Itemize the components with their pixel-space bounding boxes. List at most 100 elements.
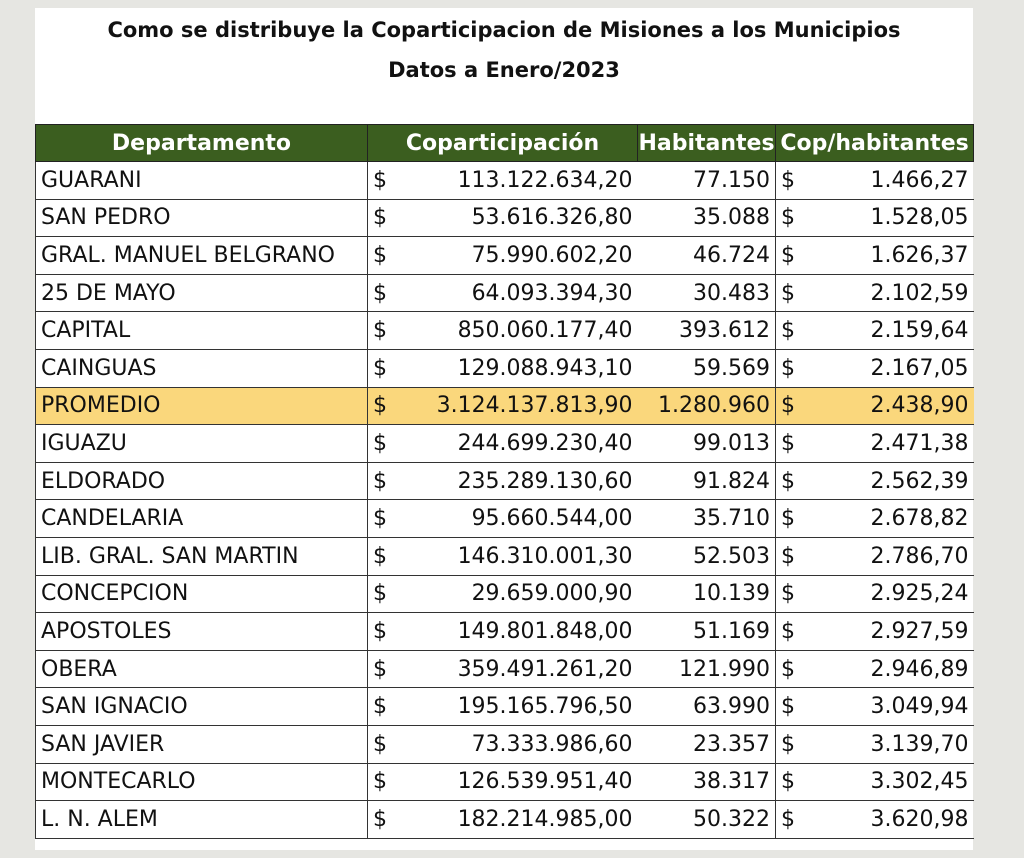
table-row: PROMEDIO $3.124.137.813,90 1.280.960 $2.438… bbox=[35, 386, 974, 426]
department-cell: SAN IGNACIO bbox=[35, 687, 368, 726]
coparticipation-cell: 73.333.986,60 bbox=[400, 724, 638, 764]
coparticipation-cell: 235.289.130,60 bbox=[400, 461, 638, 501]
column-header: Habitantes bbox=[637, 124, 777, 162]
coparticipation-cell: 244.699.230,40 bbox=[400, 424, 638, 463]
table-row: LIB. GRAL. SAN MARTIN $146.310.001,30 52.5… bbox=[35, 536, 974, 576]
column-header: Departamento bbox=[35, 124, 368, 162]
table-row: SAN JAVIER $73.333.986,60 23.357 $3.139,70 bbox=[35, 724, 974, 764]
coparticipation-cell: 195.165.796,50 bbox=[400, 687, 638, 726]
coparticipation-cell: 3.124.137.813,90 bbox=[400, 386, 638, 426]
department-cell: ELDORADO bbox=[35, 461, 368, 501]
population-cell: 99.013 bbox=[637, 424, 777, 463]
per-capita-cell: 1.466,27 bbox=[810, 161, 974, 200]
currency-symbol: $ bbox=[775, 762, 811, 802]
currency-symbol: $ bbox=[775, 499, 811, 538]
subtitle: Datos a Enero/2023 bbox=[388, 58, 620, 82]
department-cell: SAN JAVIER bbox=[35, 724, 368, 764]
table-row: GUARANI $113.122.634,20 77.150 $1.466,27 bbox=[35, 161, 974, 200]
table-row: 25 DE MAYO $64.093.394,30 30.483 $2.102,59 bbox=[35, 273, 974, 313]
per-capita-cell: 2.438,90 bbox=[810, 386, 974, 426]
table: Departamento Coparticipación Habitantes … bbox=[35, 124, 975, 839]
department-cell: CAPITAL bbox=[35, 311, 368, 350]
table-row: MONTECARLO $126.539.951,40 38.317 $3.302,45 bbox=[35, 762, 974, 802]
population-cell: 1.280.960 bbox=[637, 386, 777, 426]
currency-symbol: $ bbox=[367, 612, 401, 651]
population-cell: 91.824 bbox=[637, 461, 777, 501]
currency-symbol: $ bbox=[367, 386, 401, 426]
currency-symbol: $ bbox=[367, 161, 401, 200]
table-row: SAN IGNACIO $195.165.796,50 63.990 $3.049,9… bbox=[35, 687, 974, 726]
population-cell: 38.317 bbox=[637, 762, 777, 802]
department-cell: SAN PEDRO bbox=[35, 198, 368, 238]
department-cell: L. N. ALEM bbox=[35, 800, 368, 839]
currency-symbol: $ bbox=[367, 762, 401, 802]
department-cell: CONCEPCION bbox=[35, 574, 368, 614]
department-cell: IGUAZU bbox=[35, 424, 368, 463]
currency-symbol: $ bbox=[775, 687, 811, 726]
currency-symbol: $ bbox=[775, 424, 811, 463]
table-row: CANDELARIA $95.660.544,00 35.710 $2.678,82 bbox=[35, 499, 974, 538]
per-capita-cell: 2.786,70 bbox=[810, 536, 974, 576]
currency-symbol: $ bbox=[775, 348, 811, 388]
currency-symbol: $ bbox=[367, 499, 401, 538]
currency-symbol: $ bbox=[367, 724, 401, 764]
table-body: GUARANI $113.122.634,20 77.150 $1.466,27 SAN… bbox=[35, 161, 974, 839]
population-cell: 23.357 bbox=[637, 724, 777, 764]
currency-symbol: $ bbox=[367, 800, 401, 839]
table-row: IGUAZU $244.699.230,40 99.013 $2.471,38 bbox=[35, 424, 974, 463]
coparticipation-cell: 129.088.943,10 bbox=[400, 348, 638, 388]
coparticipation-cell: 64.093.394,30 bbox=[400, 273, 638, 313]
table-row: OBERA $359.491.261,20 121.990 $2.946,89 bbox=[35, 649, 974, 689]
per-capita-cell: 2.167,05 bbox=[810, 348, 974, 388]
currency-symbol: $ bbox=[775, 461, 811, 501]
table-row: CAPITAL $850.060.177,40 393.612 $2.159,64 bbox=[35, 311, 974, 350]
currency-symbol: $ bbox=[367, 348, 401, 388]
population-cell: 77.150 bbox=[637, 161, 777, 200]
currency-symbol: $ bbox=[775, 800, 811, 839]
department-cell: MONTECARLO bbox=[35, 762, 368, 802]
coparticipation-cell: 149.801.848,00 bbox=[400, 612, 638, 651]
per-capita-cell: 3.620,98 bbox=[810, 800, 974, 839]
population-cell: 35.710 bbox=[637, 499, 777, 538]
coparticipation-cell: 850.060.177,40 bbox=[400, 311, 638, 350]
population-cell: 63.990 bbox=[637, 687, 777, 726]
currency-symbol: $ bbox=[367, 574, 401, 614]
coparticipation-cell: 95.660.544,00 bbox=[400, 499, 638, 538]
currency-symbol: $ bbox=[775, 724, 811, 764]
table-row: SAN PEDRO $53.616.326,80 35.088 $1.528,05 bbox=[35, 198, 974, 238]
department-cell: CANDELARIA bbox=[35, 499, 368, 538]
population-cell: 59.569 bbox=[637, 348, 777, 388]
per-capita-cell: 1.626,37 bbox=[810, 236, 974, 275]
currency-symbol: $ bbox=[775, 574, 811, 614]
coparticipation-cell: 359.491.261,20 bbox=[400, 649, 638, 689]
sheet: Como se distribuye la Coparticipacion de… bbox=[35, 8, 975, 850]
table-row: CAINGUAS $129.088.943,10 59.569 $2.167,05 bbox=[35, 348, 974, 388]
department-cell: GUARANI bbox=[35, 161, 368, 200]
currency-symbol: $ bbox=[775, 612, 811, 651]
table-row: L. N. ALEM $182.214.985,00 50.322 $3.620,98 bbox=[35, 800, 974, 839]
currency-symbol: $ bbox=[367, 273, 401, 313]
currency-symbol: $ bbox=[367, 687, 401, 726]
per-capita-cell: 1.528,05 bbox=[810, 198, 974, 238]
per-capita-cell: 3.049,94 bbox=[810, 687, 974, 726]
population-cell: 46.724 bbox=[637, 236, 777, 275]
title: Como se distribuye la Coparticipacion de… bbox=[107, 18, 901, 42]
population-cell: 51.169 bbox=[637, 612, 777, 651]
currency-symbol: $ bbox=[775, 386, 811, 426]
table-row: GRAL. MANUEL BELGRANO $75.990.602,20 46.72… bbox=[35, 236, 974, 275]
table-row: APOSTOLES $149.801.848,00 51.169 $2.927,59 bbox=[35, 612, 974, 651]
currency-symbol: $ bbox=[367, 198, 401, 238]
column-header: Coparticipación bbox=[366, 124, 639, 162]
per-capita-cell: 2.102,59 bbox=[810, 273, 974, 313]
currency-symbol: $ bbox=[775, 273, 811, 313]
currency-symbol: $ bbox=[367, 311, 401, 350]
per-capita-cell: 3.139,70 bbox=[810, 724, 974, 764]
currency-symbol: $ bbox=[367, 649, 401, 689]
per-capita-cell: 2.471,38 bbox=[810, 424, 974, 463]
currency-symbol: $ bbox=[775, 536, 811, 576]
currency-symbol: $ bbox=[775, 649, 811, 689]
department-cell: PROMEDIO bbox=[35, 386, 368, 426]
currency-symbol: $ bbox=[367, 536, 401, 576]
coparticipation-cell: 113.122.634,20 bbox=[400, 161, 638, 200]
